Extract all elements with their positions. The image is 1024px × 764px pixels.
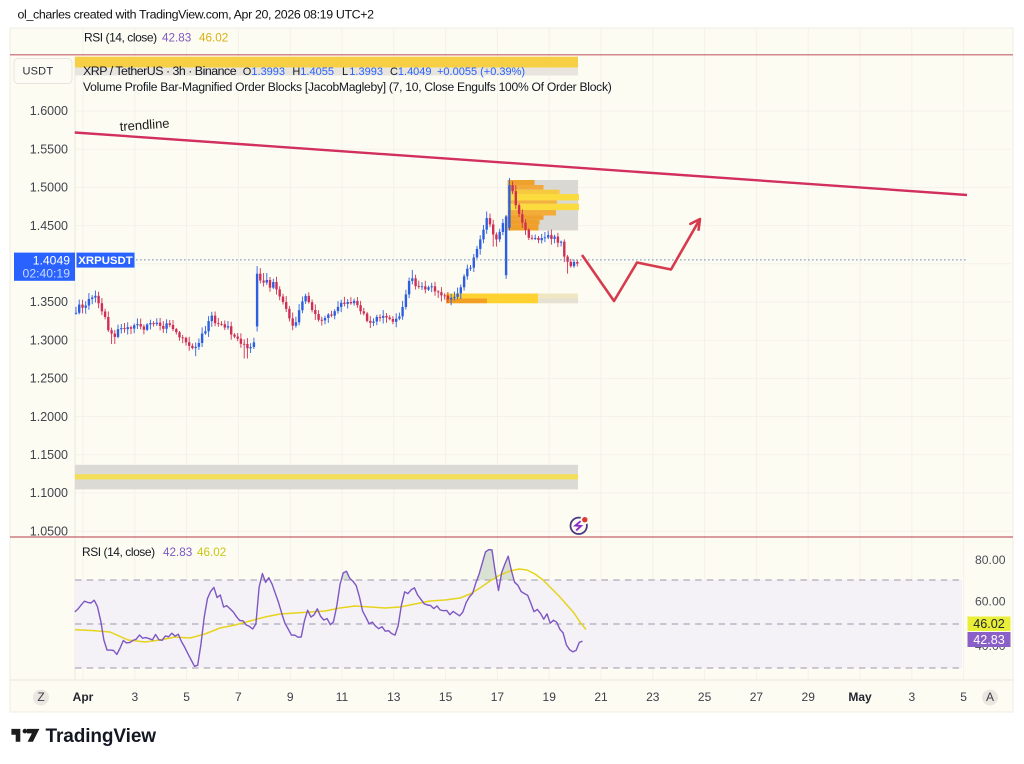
- svg-text:1.0500: 1.0500: [30, 524, 68, 538]
- svg-text:1.5500: 1.5500: [30, 142, 68, 156]
- svg-text:46.02: 46.02: [973, 617, 1005, 631]
- svg-text:USDT: USDT: [23, 66, 54, 78]
- svg-text:XRP / TetherUS · 3h · Binance: XRP / TetherUS · 3h · Binance: [83, 64, 237, 78]
- svg-text:21: 21: [594, 690, 608, 704]
- svg-text:23: 23: [646, 690, 660, 704]
- svg-text:1.2500: 1.2500: [30, 372, 68, 386]
- svg-text:27: 27: [750, 690, 764, 704]
- svg-text:1.1000: 1.1000: [30, 486, 68, 500]
- svg-text:42.83: 42.83: [973, 633, 1005, 647]
- svg-text:42.83: 42.83: [162, 32, 191, 45]
- svg-text:1.4049: 1.4049: [33, 253, 70, 267]
- svg-text:19: 19: [543, 690, 557, 704]
- svg-text:1.5000: 1.5000: [30, 181, 68, 195]
- svg-text:Volume Profile Bar-Magnified O: Volume Profile Bar-Magnified Order Block…: [83, 80, 612, 94]
- svg-text:1.3500: 1.3500: [30, 295, 68, 309]
- svg-text:3: 3: [908, 690, 915, 704]
- svg-text:5: 5: [960, 690, 967, 704]
- svg-text:Z: Z: [37, 690, 44, 704]
- svg-text:46.02: 46.02: [199, 32, 228, 45]
- svg-text:1.2000: 1.2000: [30, 410, 68, 424]
- svg-text:46.02: 46.02: [197, 546, 226, 559]
- svg-text:60.00: 60.00: [975, 594, 1006, 608]
- svg-text:Apr: Apr: [73, 690, 94, 704]
- svg-text:RSI (14, close): RSI (14, close): [84, 31, 157, 45]
- svg-text:1.1500: 1.1500: [30, 448, 68, 462]
- svg-text:ol_charles created with Tradin: ol_charles created with TradingView.com,…: [18, 8, 375, 22]
- svg-text:7: 7: [235, 690, 242, 704]
- svg-text:9: 9: [287, 690, 294, 704]
- svg-text:trendline: trendline: [119, 116, 170, 134]
- svg-text:15: 15: [439, 690, 453, 704]
- svg-text:XRPUSDT: XRPUSDT: [78, 255, 132, 267]
- svg-text:02:40:19: 02:40:19: [23, 267, 71, 281]
- svg-text:17: 17: [491, 690, 505, 704]
- svg-text:3: 3: [131, 690, 138, 704]
- svg-text:25: 25: [698, 690, 712, 704]
- svg-text:11: 11: [336, 690, 349, 704]
- svg-text:May: May: [848, 690, 872, 704]
- svg-text:5: 5: [183, 690, 190, 704]
- svg-text:1.3000: 1.3000: [30, 333, 68, 347]
- svg-text:TradingView: TradingView: [46, 726, 157, 747]
- svg-text:80.00: 80.00: [975, 553, 1006, 567]
- svg-text:13: 13: [387, 690, 401, 704]
- svg-text:1.4500: 1.4500: [30, 219, 68, 233]
- svg-text:RSI (14, close): RSI (14, close): [82, 545, 155, 559]
- svg-text:A: A: [986, 690, 994, 704]
- svg-text:1.6000: 1.6000: [30, 104, 68, 118]
- svg-text:29: 29: [802, 690, 816, 704]
- svg-text:42.83: 42.83: [163, 546, 192, 559]
